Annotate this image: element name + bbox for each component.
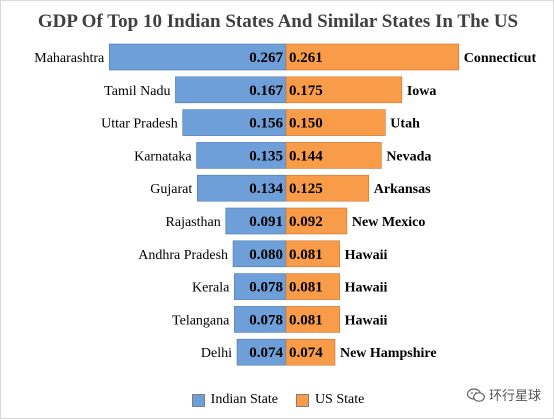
value-label-us-8: 0.081 <box>289 312 323 328</box>
us-state-label-4: Arkansas <box>374 182 431 197</box>
bar-us-0 <box>285 43 460 71</box>
category-label-5: Rajasthan <box>166 215 221 230</box>
category-label-3: Karnataka <box>134 149 192 164</box>
category-label-9: Delhi <box>201 346 232 361</box>
value-label-indian-9: 0.074 <box>249 345 283 361</box>
us-state-label-3: Nevada <box>386 149 431 164</box>
bar-us-3 <box>285 142 382 169</box>
bar-us-4 <box>285 174 370 202</box>
value-label-us-0: 0.261 <box>289 50 323 66</box>
watermark: 环行星球 <box>466 385 541 404</box>
bar-us-2 <box>285 109 386 136</box>
value-label-us-3: 0.144 <box>289 148 323 164</box>
wechat-icon <box>466 387 485 402</box>
us-state-label-5: New Mexico <box>352 215 425 230</box>
category-label-2: Uttar Pradesh <box>101 117 178 132</box>
bar-indian-6 <box>232 240 287 268</box>
legend-swatch-us <box>295 393 309 407</box>
value-label-us-2: 0.150 <box>289 116 323 132</box>
legend-item-indian: Indian State <box>191 392 278 408</box>
bar-us-6 <box>285 240 340 268</box>
value-label-indian-7: 0.078 <box>249 280 283 296</box>
bar-us-7 <box>285 273 340 300</box>
bar-indian-4 <box>196 174 287 202</box>
legend-label-us: US State <box>314 392 365 407</box>
category-label-8: Telangana <box>172 313 230 328</box>
category-label-4: Gujarat <box>150 182 192 197</box>
value-label-us-5: 0.092 <box>289 214 323 230</box>
value-label-us-7: 0.081 <box>289 280 323 296</box>
bar-indian-3 <box>196 142 287 169</box>
category-label-6: Andhra Pradesh <box>138 248 228 263</box>
value-label-us-6: 0.081 <box>289 247 323 263</box>
us-state-label-0: Connecticut <box>464 51 537 66</box>
us-state-label-6: Hawaii <box>345 248 388 263</box>
bar-us-8 <box>285 306 340 333</box>
value-label-indian-8: 0.078 <box>249 312 283 328</box>
legend-item-us: US State <box>295 392 365 408</box>
value-label-indian-2: 0.156 <box>249 116 283 132</box>
us-state-label-1: Iowa <box>407 84 437 99</box>
bar-us-1 <box>285 76 403 104</box>
chart-legend: Indian State US State <box>1 392 554 408</box>
value-label-us-9: 0.074 <box>289 345 323 361</box>
value-label-indian-1: 0.167 <box>249 83 283 99</box>
bar-us-9 <box>285 338 336 366</box>
bar-indian-2 <box>182 109 287 136</box>
us-state-label-9: New Hampshire <box>340 346 437 361</box>
bar-indian-9 <box>236 338 287 366</box>
category-label-1: Tamil Nadu <box>104 84 170 99</box>
value-label-us-4: 0.125 <box>289 181 323 197</box>
bar-indian-5 <box>225 207 287 235</box>
bar-indian-7 <box>234 273 287 300</box>
value-label-indian-5: 0.091 <box>249 214 283 230</box>
chart-title: GDP Of Top 10 Indian States And Similar … <box>37 11 519 32</box>
category-label-0: Maharashtra <box>34 51 105 66</box>
value-label-indian-4: 0.134 <box>249 181 283 197</box>
legend-label-indian: Indian State <box>210 392 278 407</box>
bar-us-5 <box>285 207 348 235</box>
value-label-indian-0: 0.267 <box>249 50 283 66</box>
category-label-7: Kerala <box>192 281 230 296</box>
watermark-text: 环行星球 <box>488 389 541 404</box>
value-label-indian-6: 0.080 <box>249 247 283 263</box>
us-state-label-2: Utah <box>390 117 420 132</box>
us-state-label-8: Hawaii <box>345 313 388 328</box>
legend-swatch-indian <box>191 393 205 407</box>
us-state-label-7: Hawaii <box>345 281 388 296</box>
value-label-indian-3: 0.135 <box>249 148 283 164</box>
value-label-us-1: 0.175 <box>289 83 323 99</box>
